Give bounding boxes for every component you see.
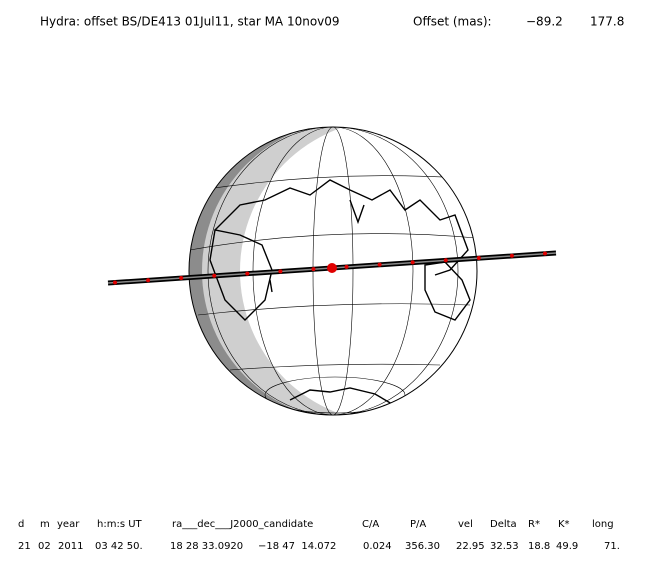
table-cell: 49.9 <box>556 541 578 552</box>
column-header: ra___dec___J2000_candidate <box>172 519 313 530</box>
table-cell: 32.53 <box>490 541 519 552</box>
column-header: Delta <box>490 519 517 530</box>
table-cell: 22.95 <box>456 541 485 552</box>
offset-label: Offset (mas): <box>413 15 492 29</box>
table-cell: 18.8 <box>528 541 550 552</box>
table-cell: 2011 <box>58 541 83 552</box>
column-header: P/A <box>410 519 426 530</box>
track-dot <box>179 276 184 281</box>
title: Hydra: offset BS/DE413 01Jul11, star MA … <box>40 15 340 29</box>
column-header: R* <box>528 519 540 530</box>
table-cell: −18 47 14.072 <box>258 541 336 552</box>
globe <box>188 126 478 416</box>
column-header: d <box>18 519 24 530</box>
table-cell: 0.024 <box>363 541 392 552</box>
table-cell: 03 42 50. <box>95 541 143 552</box>
track-dot <box>212 273 217 278</box>
column-header: C/A <box>362 519 379 530</box>
track-dot <box>311 267 316 272</box>
event-table: d m year h:m:s UT ra___dec___J2000_candidate… <box>18 519 620 552</box>
column-header: m <box>40 519 50 530</box>
table-cell: 21 <box>18 541 31 552</box>
column-header: vel <box>458 519 473 530</box>
track-dot <box>113 280 117 285</box>
track-dot <box>443 258 448 263</box>
column-header: K* <box>558 519 570 530</box>
offset-value: −89.2 <box>526 15 563 29</box>
table-cell: 71. <box>604 541 620 552</box>
track-dot <box>146 278 151 283</box>
track-dot <box>245 271 250 276</box>
shadow-track <box>107 250 557 286</box>
table-cell: 18 28 33.0920 <box>170 541 243 552</box>
column-header: year <box>57 519 80 530</box>
track-dot <box>509 253 514 258</box>
track-dot <box>476 255 481 260</box>
table-cell: 356.30 <box>405 541 440 552</box>
track-dot <box>377 262 382 267</box>
track-dot <box>543 251 547 256</box>
track-dot <box>410 260 415 265</box>
table-cell: 02 <box>38 541 51 552</box>
column-header: h:m:s UT <box>97 519 143 530</box>
offset-value: 177.8 <box>590 15 624 29</box>
track-dot <box>278 269 283 274</box>
column-header: long <box>592 519 614 530</box>
track-dot <box>344 264 349 269</box>
